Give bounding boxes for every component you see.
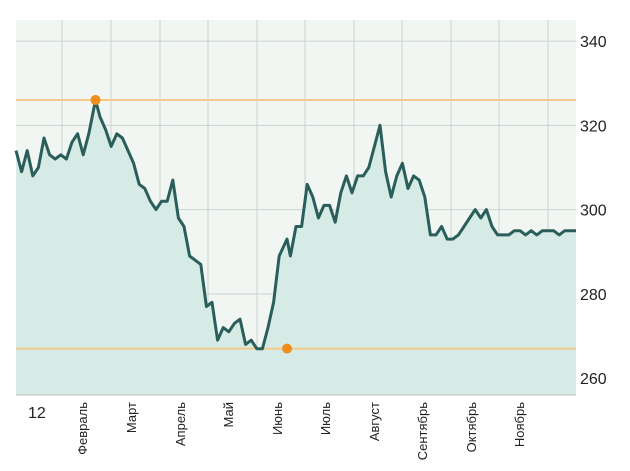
x-tick-label: Апрель <box>173 402 188 446</box>
y-tick-label: 300 <box>580 203 607 220</box>
reference-lines <box>16 99 576 350</box>
y-axis-ticks: 260 280 300 320 340 <box>580 34 607 388</box>
x-tick-label: 12 <box>28 405 46 422</box>
marker-min <box>282 343 293 354</box>
x-tick-label: Сентябрь <box>415 402 430 460</box>
x-axis-ticks: 12 Февраль Март Апрель Май Июнь Июль Август Сент… <box>28 402 527 460</box>
x-tick-label: Июнь <box>270 402 285 435</box>
series-area <box>16 100 576 395</box>
y-tick-label: 340 <box>580 34 607 51</box>
marker-max <box>90 95 101 106</box>
x-tick-label: Июль <box>318 402 333 435</box>
x-tick-label: Май <box>221 402 236 427</box>
x-tick-label: Ноябрь <box>512 402 527 447</box>
y-tick-label: 260 <box>580 371 607 388</box>
y-tick-label: 320 <box>580 118 607 135</box>
x-tick-label: Февраль <box>75 402 90 455</box>
x-tick-label: Август <box>367 402 382 441</box>
x-tick-label: Октябрь <box>464 402 479 453</box>
x-tick-label: Март <box>124 402 139 433</box>
series-line <box>14 98 576 351</box>
extreme-markers <box>90 95 293 354</box>
y-tick-label: 280 <box>580 287 607 304</box>
